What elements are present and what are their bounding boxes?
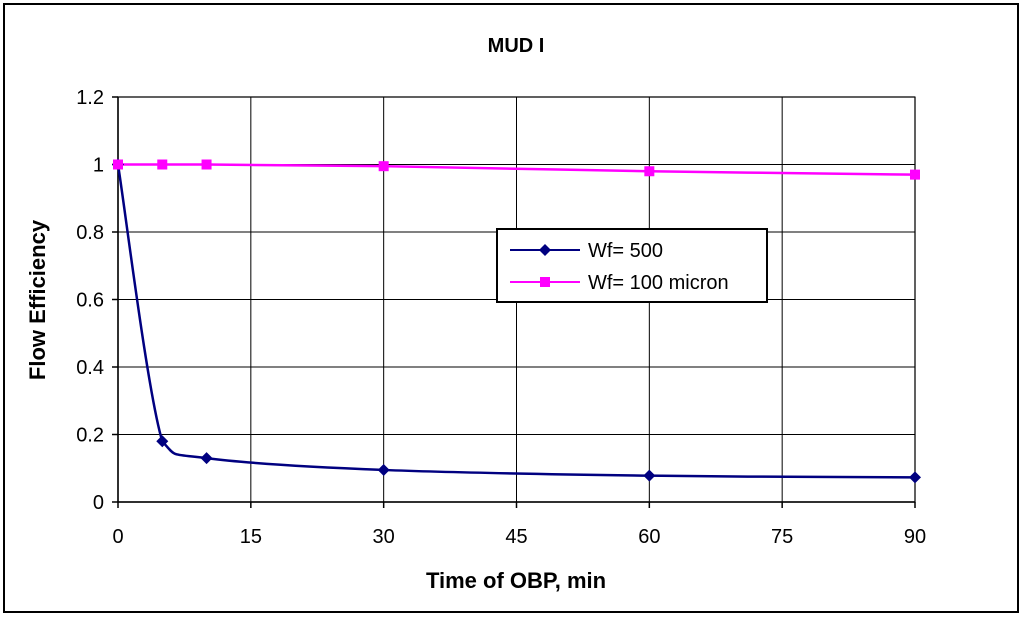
legend-box <box>496 228 768 303</box>
data-point-wf100 <box>113 159 123 170</box>
y-tick-label: 1.2 <box>76 87 104 109</box>
y-tick-label: 1 <box>93 155 104 177</box>
x-tick-label: 30 <box>373 526 395 548</box>
series-line-wf500 <box>116 164 916 479</box>
legend-marker-wf100 <box>540 277 550 287</box>
y-tick-label: 0 <box>93 492 104 514</box>
data-point-wf500 <box>643 469 656 482</box>
x-tick-label: 0 <box>112 526 123 548</box>
legend-label-wf500: Wf= 500 <box>588 240 663 262</box>
x-tick-label: 60 <box>638 526 660 548</box>
data-point-wf100 <box>910 169 920 180</box>
legend-marker-wf500 <box>539 244 551 256</box>
x-tick-label: 15 <box>240 526 262 548</box>
legend: Wf= 500 Wf= 100 micron <box>496 228 768 303</box>
y-tick-label: 0.6 <box>76 290 104 312</box>
data-point-wf100 <box>644 166 655 177</box>
y-tick-label: 0.8 <box>76 222 104 244</box>
data-point-wf500 <box>156 435 169 448</box>
axes: 0 15 30 45 60 75 90 0 0.2 0.4 0.6 0.8 1 1.2 <box>76 87 926 548</box>
data-point-wf500 <box>909 471 921 484</box>
chart-title: MUD I <box>488 35 545 57</box>
x-tick-label: 90 <box>904 526 926 548</box>
data-point-wf500 <box>377 463 390 476</box>
x-tick-label: 75 <box>771 526 793 548</box>
data-point-wf100 <box>378 161 389 172</box>
data-point-wf100 <box>201 159 212 170</box>
y-tick-label: 0.2 <box>76 425 104 447</box>
y-axis-title: Flow Efficiency <box>25 219 50 380</box>
x-tick-label: 45 <box>505 526 527 548</box>
data-point-wf500 <box>200 452 213 465</box>
x-axis-title: Time of OBP, min <box>426 568 606 593</box>
data-point-wf100 <box>157 159 168 170</box>
legend-label-wf100: Wf= 100 micron <box>588 272 729 294</box>
series-markers <box>112 158 921 484</box>
y-tick-label: 0.4 <box>76 357 104 379</box>
